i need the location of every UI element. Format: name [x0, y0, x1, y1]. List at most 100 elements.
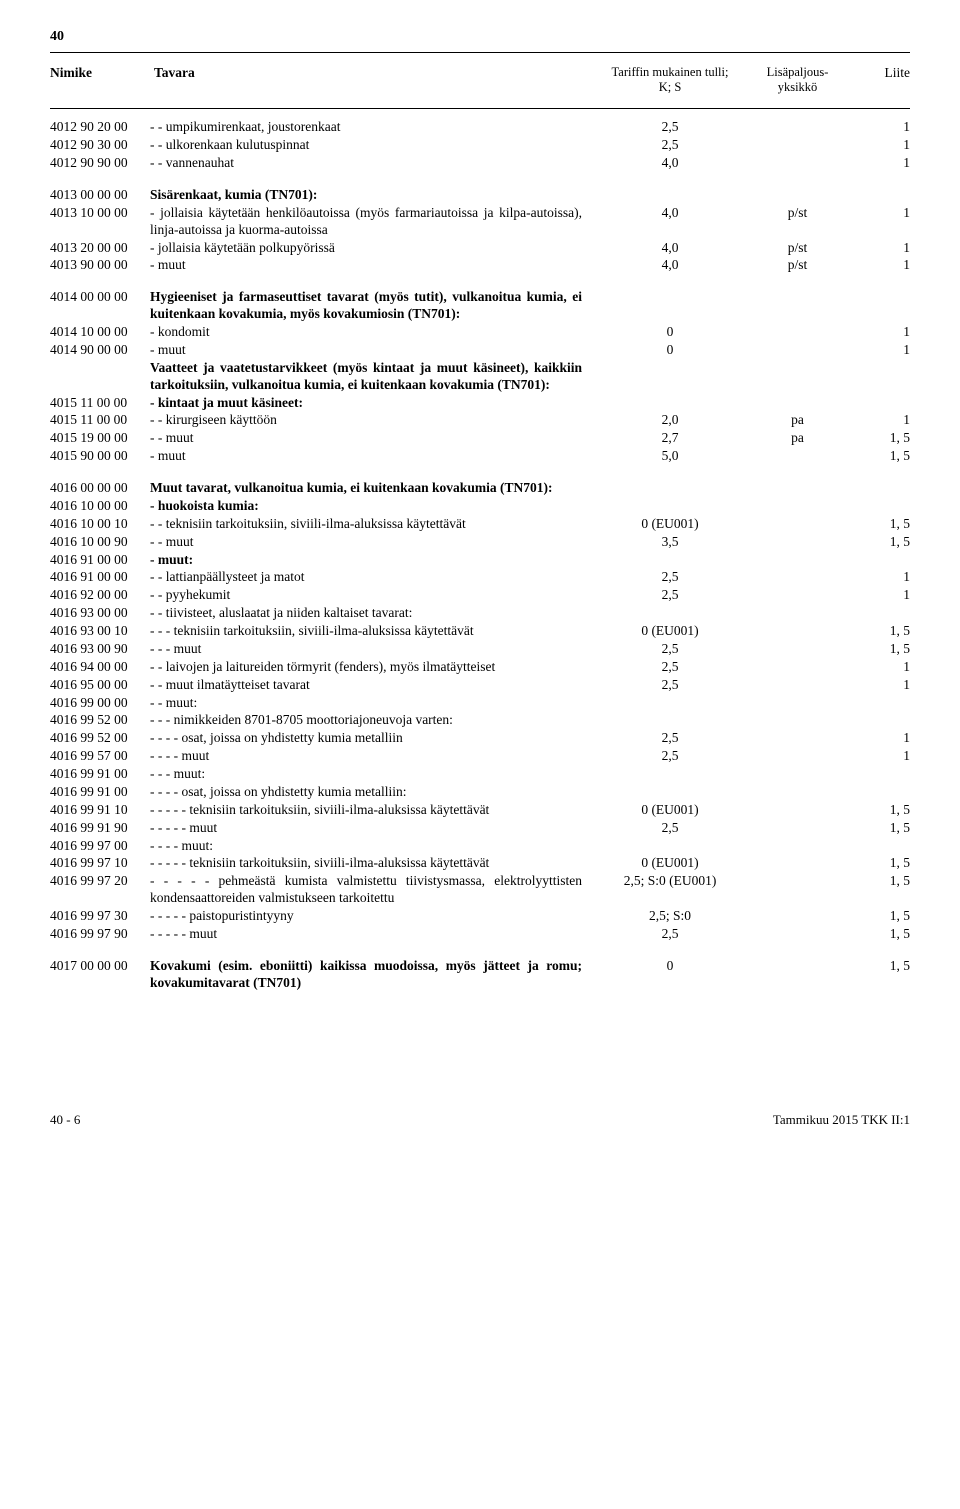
cell-tavara: - - lattianpäällysteet ja matot — [150, 569, 590, 586]
table-row: 4014 00 00 00Hygieeniset ja farmaseuttis… — [50, 289, 910, 324]
cell-nimike: 4016 99 91 90 — [50, 820, 150, 837]
cell-tariff: 0 (EU001) — [590, 623, 750, 640]
cell-lisapaljous: pa — [750, 430, 845, 447]
cell-tavara: - kondomit — [150, 324, 590, 341]
table-row: 4013 90 00 00- muut4,0p/st1 — [50, 257, 910, 275]
cell-liite: 1, 5 — [845, 534, 910, 551]
cell-nimike: 4013 20 00 00 — [50, 240, 150, 257]
cell-liite: 1 — [845, 730, 910, 747]
cell-nimike: 4016 10 00 00 — [50, 498, 150, 515]
cell-tariff: 0 — [590, 958, 750, 975]
cell-nimike: 4016 99 91 10 — [50, 802, 150, 819]
cell-tavara: - - muut: — [150, 695, 590, 712]
cell-tavara: - jollaisia käytetään polkupyörissä — [150, 240, 590, 257]
table-body: 4012 90 20 00- - umpikumirenkaat, jousto… — [50, 119, 910, 992]
cell-tavara: - - - - - muut — [150, 926, 590, 943]
cell-tariff: 0 — [590, 342, 750, 359]
row-spacer — [50, 943, 910, 957]
cell-tavara: - kintaat ja muut käsineet: — [150, 395, 590, 412]
table-row: 4016 94 00 00- - laivojen ja laitureiden… — [50, 658, 910, 676]
cell-nimike: 4013 90 00 00 — [50, 257, 150, 274]
cell-liite: 1 — [845, 342, 910, 359]
cell-tariff: 2,5 — [590, 119, 750, 136]
cell-tavara: - muut — [150, 342, 590, 359]
cell-tariff: 3,5 — [590, 534, 750, 551]
table-row: 4013 10 00 00- jollaisia käytetään henki… — [50, 204, 910, 239]
cell-nimike: 4012 90 30 00 — [50, 137, 150, 154]
table-row: 4014 90 00 00- muut01 — [50, 341, 910, 359]
cell-nimike: 4016 91 00 00 — [50, 569, 150, 586]
cell-nimike: 4016 99 52 00 — [50, 730, 150, 747]
cell-tariff: 0 (EU001) — [590, 516, 750, 533]
cell-tavara: - - - muut: — [150, 766, 590, 783]
cell-nimike: 4016 10 00 10 — [50, 516, 150, 533]
cell-liite: 1 — [845, 569, 910, 586]
cell-liite: 1 — [845, 155, 910, 172]
table-row: 4016 99 97 10- - - - - teknisiin tarkoit… — [50, 855, 910, 873]
cell-tariff: 4,0 — [590, 155, 750, 172]
cell-tavara: - jollaisia käytetään henkilöautoissa (m… — [150, 205, 590, 239]
cell-tariff: 2,5 — [590, 748, 750, 765]
cell-liite: 1 — [845, 205, 910, 222]
cell-tariff: 2,5 — [590, 730, 750, 747]
cell-tariff: 2,5; S:0 — [590, 908, 750, 925]
cell-liite: 1 — [845, 137, 910, 154]
cell-tavara: - - ulkorenkaan kulutuspinnat — [150, 137, 590, 154]
cell-lisapaljous: pa — [750, 412, 845, 429]
cell-nimike: 4015 11 00 00 — [50, 412, 150, 429]
cell-tavara: - - - - osat, joissa on yhdistetty kumia… — [150, 784, 590, 801]
cell-tavara: - - tiivisteet, aluslaatat ja niiden kal… — [150, 605, 590, 622]
cell-tavara: Sisärenkaat, kumia (TN701): — [150, 187, 590, 204]
cell-nimike: 4016 99 97 90 — [50, 926, 150, 943]
table-row: 4016 10 00 00- huokoista kumia: — [50, 497, 910, 515]
table-row: 4016 91 00 00- muut: — [50, 551, 910, 569]
cell-tariff: 4,0 — [590, 257, 750, 274]
cell-tariff: 2,7 — [590, 430, 750, 447]
cell-lisapaljous: p/st — [750, 257, 845, 274]
cell-tavara: - muut — [150, 448, 590, 465]
cell-liite: 1 — [845, 119, 910, 136]
cell-tavara: - muut — [150, 257, 590, 274]
cell-liite: 1 — [845, 677, 910, 694]
cell-liite: 1 — [845, 257, 910, 274]
table-row: 4016 92 00 00- - pyyhekumit2,51 — [50, 587, 910, 605]
row-spacer — [50, 172, 910, 186]
cell-nimike: 4014 00 00 00 — [50, 289, 150, 306]
cell-liite: 1, 5 — [845, 641, 910, 658]
table-row: 4013 20 00 00- jollaisia käytetään polku… — [50, 239, 910, 257]
cell-nimike: 4016 93 00 90 — [50, 641, 150, 658]
cell-tariff: 2,5 — [590, 587, 750, 604]
cell-liite: 1 — [845, 659, 910, 676]
table-row: 4016 99 00 00- - muut: — [50, 694, 910, 712]
row-spacer — [50, 466, 910, 480]
cell-liite: 1, 5 — [845, 855, 910, 872]
header-lisap-line2: yksikkö — [778, 80, 818, 94]
cell-tavara: - - - muut — [150, 641, 590, 658]
cell-tavara: - - muut — [150, 534, 590, 551]
cell-tavara: - - - - osat, joissa on yhdistetty kumia… — [150, 730, 590, 747]
cell-nimike: 4016 99 00 00 — [50, 695, 150, 712]
cell-tavara: - - - - - paistopuristintyyny — [150, 908, 590, 925]
cell-tariff: 0 (EU001) — [590, 855, 750, 872]
table-row: 4017 00 00 00Kovakumi (esim. eboniitti) … — [50, 957, 910, 992]
table-row: 4016 99 97 00- - - - muut: — [50, 837, 910, 855]
cell-tavara: - - - - muut: — [150, 838, 590, 855]
cell-tavara: - - kirurgiseen käyttöön — [150, 412, 590, 429]
cell-liite: 1, 5 — [845, 908, 910, 925]
cell-tariff: 2,0 — [590, 412, 750, 429]
table-row: 4016 10 00 10- - teknisiin tarkoituksiin… — [50, 515, 910, 533]
cell-tavara: Hygieeniset ja farmaseuttiset tavarat (m… — [150, 289, 590, 323]
cell-lisapaljous: p/st — [750, 240, 845, 257]
cell-tavara: - - - - - teknisiin tarkoituksiin, sivii… — [150, 855, 590, 872]
table-row: 4016 91 00 00- - lattianpäällysteet ja m… — [50, 569, 910, 587]
cell-tavara: - - umpikumirenkaat, joustorenkaat — [150, 119, 590, 136]
table-row: 4016 99 97 90- - - - - muut2,51, 5 — [50, 925, 910, 943]
table-row: 4016 99 91 10- - - - - teknisiin tarkoit… — [50, 801, 910, 819]
table-row: 4016 00 00 00Muut tavarat, vulkanoitua k… — [50, 480, 910, 498]
table-row: 4016 95 00 00- - muut ilmatäytteiset tav… — [50, 676, 910, 694]
cell-liite: 1, 5 — [845, 802, 910, 819]
cell-liite: 1, 5 — [845, 623, 910, 640]
cell-tavara: Muut tavarat, vulkanoitua kumia, ei kuit… — [150, 480, 590, 497]
table-row: 4016 99 97 30- - - - - paistopuristintyy… — [50, 908, 910, 926]
cell-liite: 1, 5 — [845, 873, 910, 890]
